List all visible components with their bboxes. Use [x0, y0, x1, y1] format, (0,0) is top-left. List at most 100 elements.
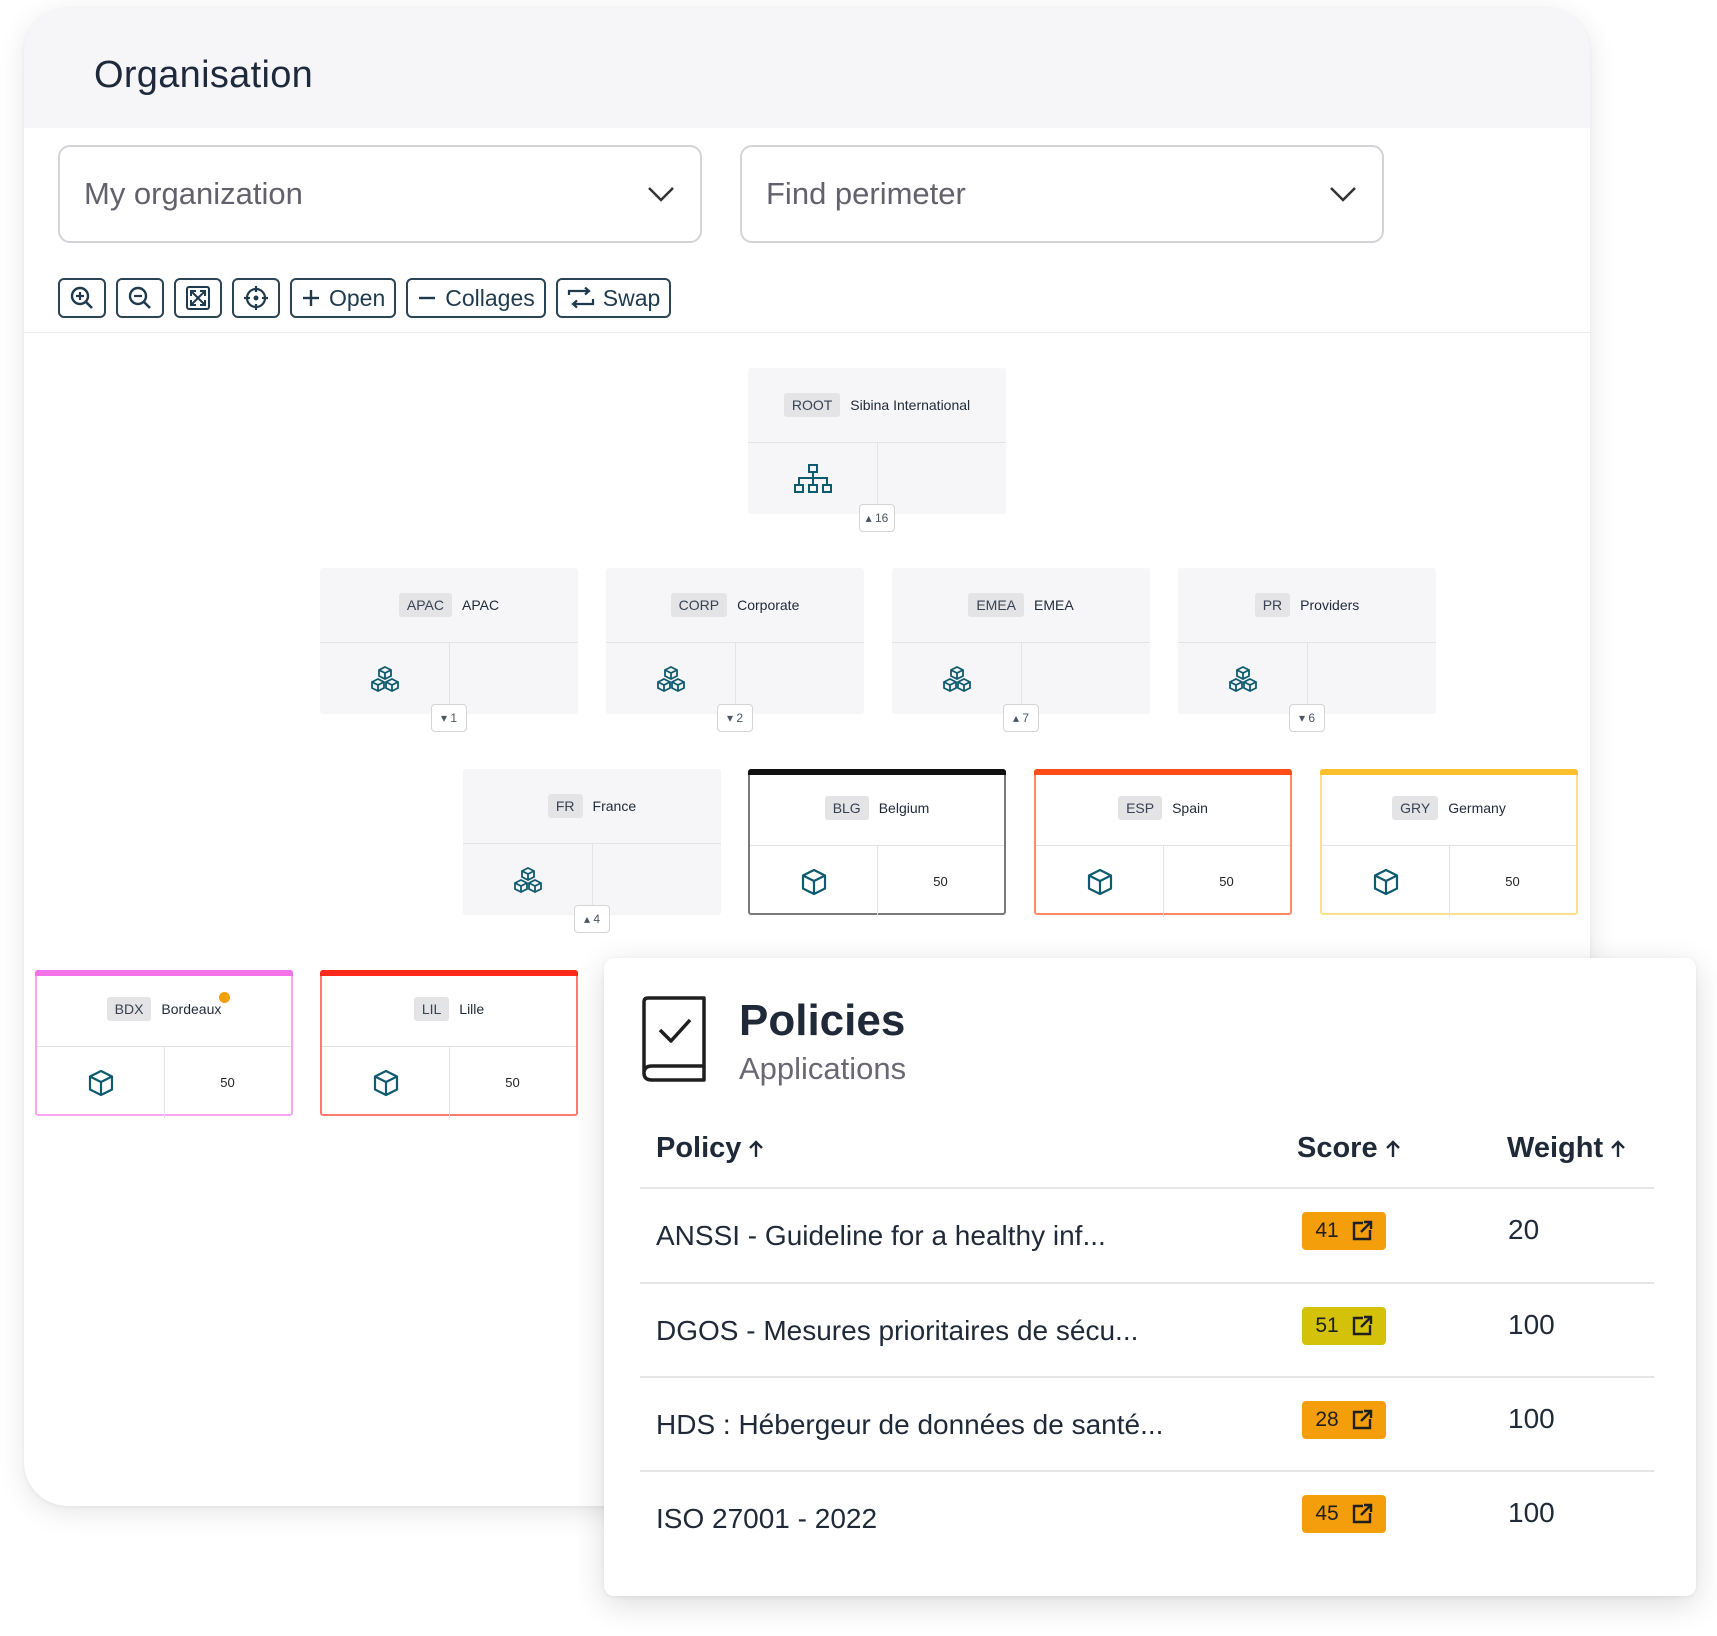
- node-code: GRY: [1392, 796, 1439, 820]
- node-name: APAC: [462, 597, 500, 613]
- tree-node-root[interactable]: ROOT Sibina International ▴ 16: [748, 368, 1006, 532]
- node-code: PR: [1254, 593, 1291, 617]
- node-name: Lille: [459, 1001, 485, 1017]
- open-button[interactable]: Open: [290, 278, 397, 318]
- policy-weight: 20: [1508, 1214, 1540, 1245]
- score-badge[interactable]: 51: [1302, 1307, 1386, 1345]
- row-divider: [640, 1376, 1654, 1378]
- collapse-children-toggle[interactable]: ▴ 16: [859, 504, 895, 532]
- tree-node-apac[interactable]: APAC APAC ▾ 1: [320, 568, 578, 732]
- zoom-in-button[interactable]: [58, 278, 106, 318]
- node-code: BDX: [106, 997, 152, 1021]
- tree-node-bordeaux[interactable]: BDX Bordeaux 50: [35, 970, 293, 1118]
- node-score: 50: [1219, 874, 1234, 889]
- node-code: APAC: [398, 593, 452, 617]
- policy-name[interactable]: ANSSI - Guideline for a healthy inf...: [656, 1220, 1106, 1251]
- score-value: 28: [1315, 1408, 1339, 1431]
- score-badge[interactable]: 41: [1302, 1212, 1386, 1250]
- node-code: EMEA: [968, 593, 1024, 617]
- score-badge[interactable]: 28: [1302, 1401, 1386, 1439]
- tree-node-spain[interactable]: ESP Spain 50: [1034, 769, 1292, 917]
- policy-weight: 100: [1508, 1309, 1555, 1340]
- tree-node-corporate[interactable]: CORP Corporate ▾ 2: [606, 568, 864, 732]
- node-name: Corporate: [737, 597, 800, 613]
- node-code: BLG: [824, 796, 869, 820]
- tree-node-belgium[interactable]: BLG Belgium 50: [748, 769, 1006, 917]
- node-code: ROOT: [783, 393, 841, 417]
- score-value: 45: [1315, 1502, 1339, 1525]
- row-divider: [640, 1470, 1654, 1472]
- node-name: EMEA: [1034, 597, 1074, 613]
- cubes-icon: [1228, 665, 1257, 692]
- tree-node-providers[interactable]: PR Providers ▾ 6: [1178, 568, 1436, 732]
- cube-icon: [1373, 868, 1398, 895]
- notification-dot: [219, 992, 230, 1003]
- node-name: Sibina International: [850, 397, 971, 413]
- policy-name[interactable]: DGOS - Mesures prioritaires de sécu...: [656, 1315, 1139, 1346]
- cube-icon: [373, 1069, 398, 1096]
- swap-button-label: Swap: [602, 284, 661, 311]
- column-header-label: Score: [1297, 1132, 1378, 1164]
- node-score: 50: [505, 1075, 520, 1090]
- org-header: Organisation: [24, 8, 1590, 128]
- cubes-icon: [942, 665, 971, 692]
- node-status-bar: [748, 769, 1006, 775]
- chevron-down-icon: [1328, 185, 1358, 203]
- cubes-icon: [656, 665, 685, 692]
- node-status-bar: [1320, 769, 1578, 775]
- fit-view-button[interactable]: [174, 278, 222, 318]
- policy-name[interactable]: HDS : Hébergeur de données de santé...: [656, 1409, 1164, 1440]
- node-score: 50: [933, 874, 948, 889]
- node-name: Belgium: [878, 800, 930, 816]
- tree-toolbar: Open Collages Swap: [58, 278, 672, 320]
- child-count: 1: [450, 711, 458, 725]
- policy-book-icon: [640, 996, 708, 1087]
- plus-icon: [303, 290, 319, 306]
- collapse-children-toggle[interactable]: ▴ 7: [1003, 704, 1039, 732]
- node-code: FR: [547, 794, 583, 818]
- organization-select[interactable]: My organization: [58, 145, 702, 243]
- collapse-button[interactable]: Collages: [406, 278, 546, 318]
- organization-select-value: My organization: [84, 176, 303, 211]
- zoom-out-button[interactable]: [116, 278, 164, 318]
- external-link-icon: [1352, 1409, 1372, 1430]
- child-count: 2: [736, 711, 744, 725]
- minus-icon: [419, 296, 436, 300]
- center-button[interactable]: [232, 278, 280, 318]
- sort-up-icon: [749, 1139, 764, 1157]
- swap-icon: [567, 287, 594, 309]
- tree-node-france[interactable]: FR France ▴ 4: [463, 769, 721, 933]
- expand-children-toggle[interactable]: ▾ 1: [431, 704, 467, 732]
- cube-icon: [801, 868, 826, 895]
- column-header-weight[interactable]: Weight: [1507, 1132, 1627, 1165]
- score-badge[interactable]: 45: [1302, 1495, 1386, 1533]
- node-score: 50: [220, 1075, 235, 1090]
- zoom-in-icon: [70, 286, 93, 309]
- column-header-score[interactable]: Score: [1297, 1132, 1402, 1165]
- score-value: 51: [1315, 1314, 1339, 1337]
- tree-node-germany[interactable]: GRY Germany 50: [1320, 769, 1578, 917]
- policies-title: Policies: [739, 996, 906, 1045]
- external-link-icon: [1352, 1503, 1372, 1524]
- child-count: 7: [1022, 711, 1030, 725]
- column-header-policy[interactable]: Policy: [656, 1132, 765, 1165]
- node-code: CORP: [670, 593, 728, 617]
- expand-children-toggle[interactable]: ▾ 2: [717, 704, 753, 732]
- row-divider: [640, 1282, 1654, 1284]
- node-name: France: [592, 798, 637, 814]
- perimeter-select-value: Find perimeter: [766, 176, 966, 211]
- crosshair-icon: [244, 286, 268, 310]
- score-value: 41: [1315, 1219, 1339, 1242]
- policy-name[interactable]: ISO 27001 - 2022: [656, 1503, 878, 1534]
- child-count: 4: [593, 912, 601, 926]
- collapse-children-toggle[interactable]: ▴ 4: [574, 905, 610, 933]
- policies-panel: Policies Applications Policy Score Weigh…: [604, 958, 1696, 1596]
- chevron-down-icon: [646, 185, 676, 203]
- external-link-icon: [1352, 1220, 1372, 1241]
- perimeter-select[interactable]: Find perimeter: [740, 145, 1384, 243]
- tree-node-emea[interactable]: EMEA EMEA ▴ 7: [892, 568, 1150, 732]
- expand-children-toggle[interactable]: ▾ 6: [1289, 704, 1325, 732]
- tree-node-lille[interactable]: LIL Lille 50: [320, 970, 578, 1118]
- page-title: Organisation: [94, 54, 314, 96]
- swap-button[interactable]: Swap: [555, 278, 672, 318]
